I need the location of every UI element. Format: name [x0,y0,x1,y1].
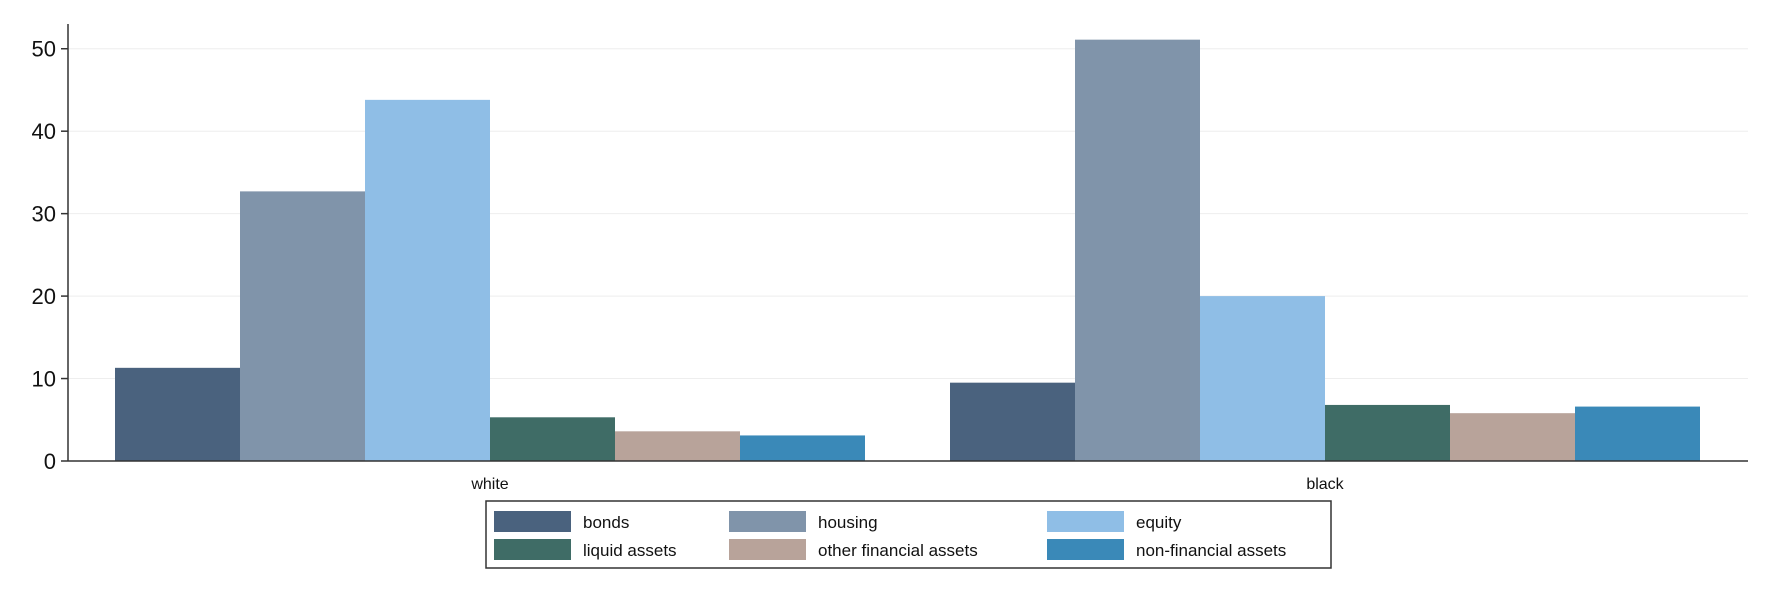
bar-liquid-assets-black [1325,404,1450,461]
bar-housing-white [240,191,365,461]
bar-bonds-black [950,382,1075,461]
legend-label: equity [1136,513,1182,532]
legend-label: non-financial assets [1136,541,1286,560]
legend-label: liquid assets [583,541,677,560]
y-tick-label: 0 [44,449,56,474]
y-tick-label: 40 [32,119,56,144]
bar-equity-white [365,99,490,462]
bar-equity-black [1200,296,1325,461]
legend-swatch [729,511,806,532]
bar-non-financial-assets-black [1575,406,1700,461]
x-tick-label: black [1306,476,1344,493]
legend: bonds housing equity liquid assets other fin… [485,500,1332,569]
y-tick-label: 50 [32,37,56,62]
y-tick-label: 20 [32,284,56,309]
axes: white black 0 10 20 30 40 50 [32,24,1748,493]
bar-bonds-white [115,367,240,461]
legend-swatch [729,539,806,560]
legend-label: other financial assets [818,541,978,560]
bar-housing-black [1075,39,1200,461]
bar-other-financial-assets-white [615,431,740,461]
bar-other-financial-assets-black [1450,413,1575,461]
legend-swatch [1047,539,1124,560]
y-tick-label: 10 [32,367,56,392]
bars [115,39,1700,462]
bar-liquid-assets-white [490,417,615,461]
legend-label: bonds [583,513,629,532]
y-tick-label: 30 [32,202,56,227]
legend-label: housing [818,513,878,532]
bar-non-financial-assets-white [740,435,865,461]
legend-box [485,500,1332,569]
x-tick-label: white [470,476,508,493]
legend-swatch [494,511,571,532]
legend-swatch [1047,511,1124,532]
legend-swatch [494,539,571,560]
